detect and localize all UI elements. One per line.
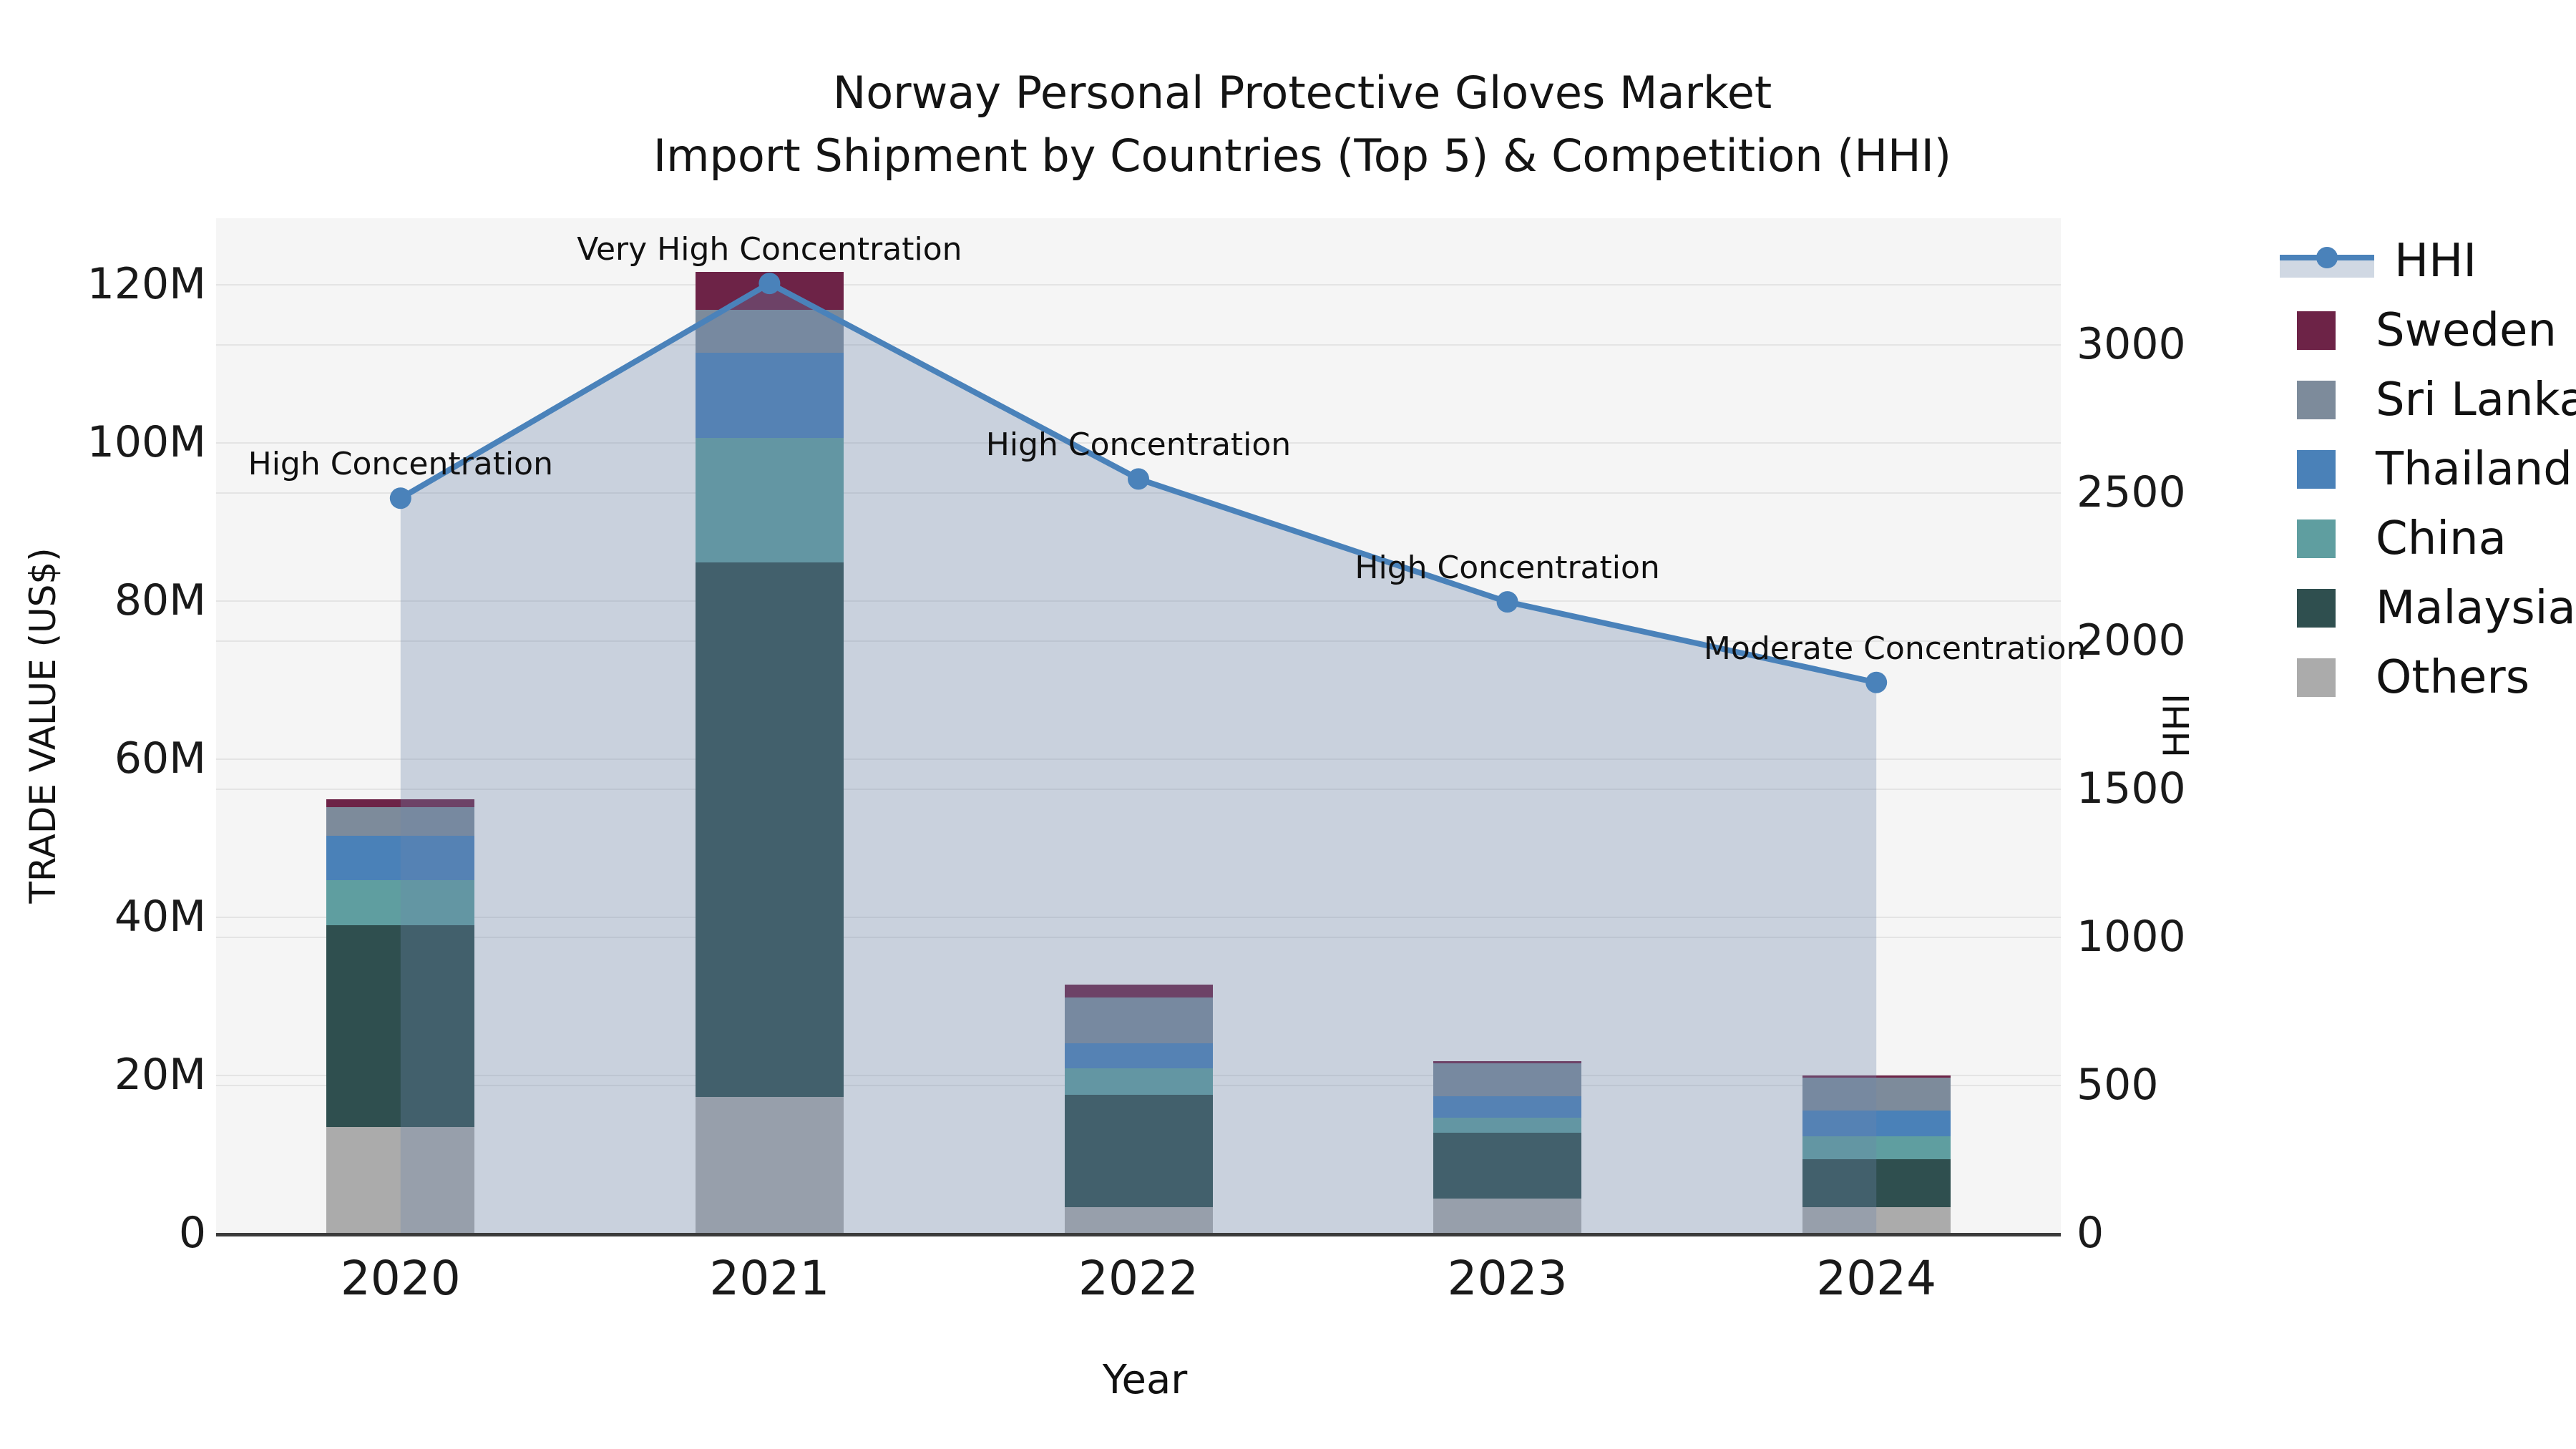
- gridline-hhi-1500: [216, 788, 2061, 790]
- bar-2024: [1802, 218, 1951, 1233]
- legend-item-china: China: [2280, 504, 2576, 573]
- legend-swatch-sweden: [2297, 311, 2336, 350]
- bar-segment-2023-sri-lanka: [1433, 1063, 1582, 1096]
- x-tick-2022: 2022: [1078, 1251, 1199, 1306]
- x-tick-2021: 2021: [709, 1251, 830, 1306]
- legend-swatch-malaysia: [2297, 588, 2336, 628]
- legend-item-hhi: HHI: [2280, 226, 2576, 296]
- bar-segment-2020-malaysia: [326, 925, 475, 1127]
- right-tick-1500: 1500: [2077, 763, 2186, 814]
- bar-segment-2022-malaysia: [1064, 1094, 1213, 1207]
- x-tick-2024: 2024: [1816, 1251, 1937, 1306]
- chart-title-line1: Norway Personal Protective Gloves Market: [832, 67, 1772, 119]
- bar-2021: [695, 218, 844, 1233]
- x-axis-title: Year: [1102, 1357, 1188, 1403]
- legend-label: Sri Lanka: [2376, 373, 2576, 426]
- hhi-legend-dot-icon: [2316, 246, 2338, 268]
- x-tick-2023: 2023: [1447, 1251, 1568, 1306]
- bar-segment-2022-sri-lanka: [1064, 997, 1213, 1043]
- bar-segment-2021-others: [695, 1096, 844, 1233]
- legend-swatch-thailand: [2297, 449, 2336, 489]
- bar-segment-2024-sri-lanka: [1802, 1078, 1951, 1111]
- legend: HHI Sweden Sri Lanka Thailand China Malaysia O…: [2280, 226, 2576, 712]
- annotation-2024: Moderate Concentration: [1703, 630, 2087, 667]
- bar-segment-2021-china: [695, 438, 844, 562]
- left-tick-60M: 60M: [114, 733, 206, 784]
- left-tick-100M: 100M: [87, 416, 206, 467]
- bar-segment-2023-thailand: [1433, 1096, 1582, 1118]
- legend-item-others: Others: [2280, 643, 2576, 712]
- legend-swatch-china: [2297, 519, 2336, 558]
- bar-segment-2021-malaysia: [695, 562, 844, 1097]
- bar-segment-2024-thailand: [1802, 1110, 1951, 1137]
- right-axis-title: HHI: [2156, 693, 2197, 758]
- legend-label: Malaysia: [2376, 581, 2576, 635]
- legend-swatch-sri-lanka: [2297, 380, 2336, 419]
- bar-segment-2022-others: [1064, 1206, 1213, 1233]
- legend-item-sri-lanka: Sri Lanka: [2280, 365, 2576, 434]
- legend-item-thailand: Thailand: [2280, 434, 2576, 504]
- bar-segment-2024-malaysia: [1802, 1159, 1951, 1207]
- legend-swatch-others: [2297, 658, 2336, 697]
- legend-item-sweden: Sweden: [2280, 296, 2576, 365]
- bar-segment-2022-sweden: [1064, 984, 1213, 997]
- bar-segment-2020-china: [326, 880, 475, 926]
- left-tick-20M: 20M: [114, 1049, 206, 1100]
- bar-2020: [326, 218, 475, 1233]
- bar-2022: [1064, 218, 1213, 1233]
- bar-segment-2020-thailand: [326, 836, 475, 881]
- legend-label: Sweden: [2376, 303, 2557, 357]
- bar-segment-2023-others: [1433, 1199, 1582, 1233]
- left-tick-0: 0: [178, 1208, 206, 1258]
- hhi-legend-sample-icon: [2280, 242, 2374, 280]
- gridline-hhi-1000: [216, 936, 2061, 938]
- right-tick-1000: 1000: [2077, 911, 2186, 962]
- bar-segment-2020-others: [326, 1126, 475, 1233]
- plot-area: [216, 218, 2061, 1236]
- legend-label: Others: [2376, 650, 2530, 704]
- left-tick-120M: 120M: [87, 258, 206, 309]
- left-tick-80M: 80M: [114, 575, 206, 625]
- bar-segment-2021-thailand: [695, 352, 844, 439]
- gridline-trade-40: [216, 916, 2061, 918]
- chart-title-line2: Import Shipment by Countries (Top 5) & C…: [653, 130, 1952, 182]
- right-tick-2500: 2500: [2077, 467, 2186, 517]
- gridline-trade-60: [216, 758, 2061, 760]
- annotation-2022: High Concentration: [985, 426, 1292, 464]
- bar-segment-2020-sweden: [326, 799, 475, 808]
- chart-title: Norway Personal Protective Gloves Market…: [653, 62, 1951, 187]
- bar-segment-2022-thailand: [1064, 1043, 1213, 1069]
- right-tick-2000: 2000: [2077, 615, 2186, 665]
- right-tick-500: 500: [2077, 1059, 2159, 1110]
- left-tick-40M: 40M: [114, 891, 206, 942]
- bar-segment-2024-others: [1802, 1206, 1951, 1233]
- right-tick-0: 0: [2077, 1208, 2104, 1258]
- bar-segment-2020-sri-lanka: [326, 807, 475, 836]
- bar-segment-2023-china: [1433, 1117, 1582, 1133]
- annotation-2021: Very High Concentration: [577, 231, 962, 268]
- legend-label: Thailand: [2376, 442, 2572, 496]
- x-tick-2020: 2020: [340, 1251, 461, 1306]
- bar-segment-2023-malaysia: [1433, 1132, 1582, 1199]
- bar-segment-2023-sweden: [1433, 1061, 1582, 1064]
- annotation-2023: High Concentration: [1355, 550, 1660, 587]
- bar-segment-2024-sweden: [1802, 1075, 1951, 1078]
- bar-segment-2021-sweden: [695, 272, 844, 311]
- legend-label: China: [2376, 512, 2507, 565]
- legend-item-malaysia: Malaysia: [2280, 573, 2576, 643]
- bar-segment-2022-china: [1064, 1068, 1213, 1095]
- bar-2023: [1433, 218, 1582, 1233]
- bar-segment-2021-sri-lanka: [695, 310, 844, 353]
- annotation-2020: High Concentration: [248, 446, 553, 483]
- legend-label: HHI: [2394, 234, 2477, 288]
- bar-segment-2024-china: [1802, 1136, 1951, 1160]
- right-tick-3000: 3000: [2077, 318, 2186, 369]
